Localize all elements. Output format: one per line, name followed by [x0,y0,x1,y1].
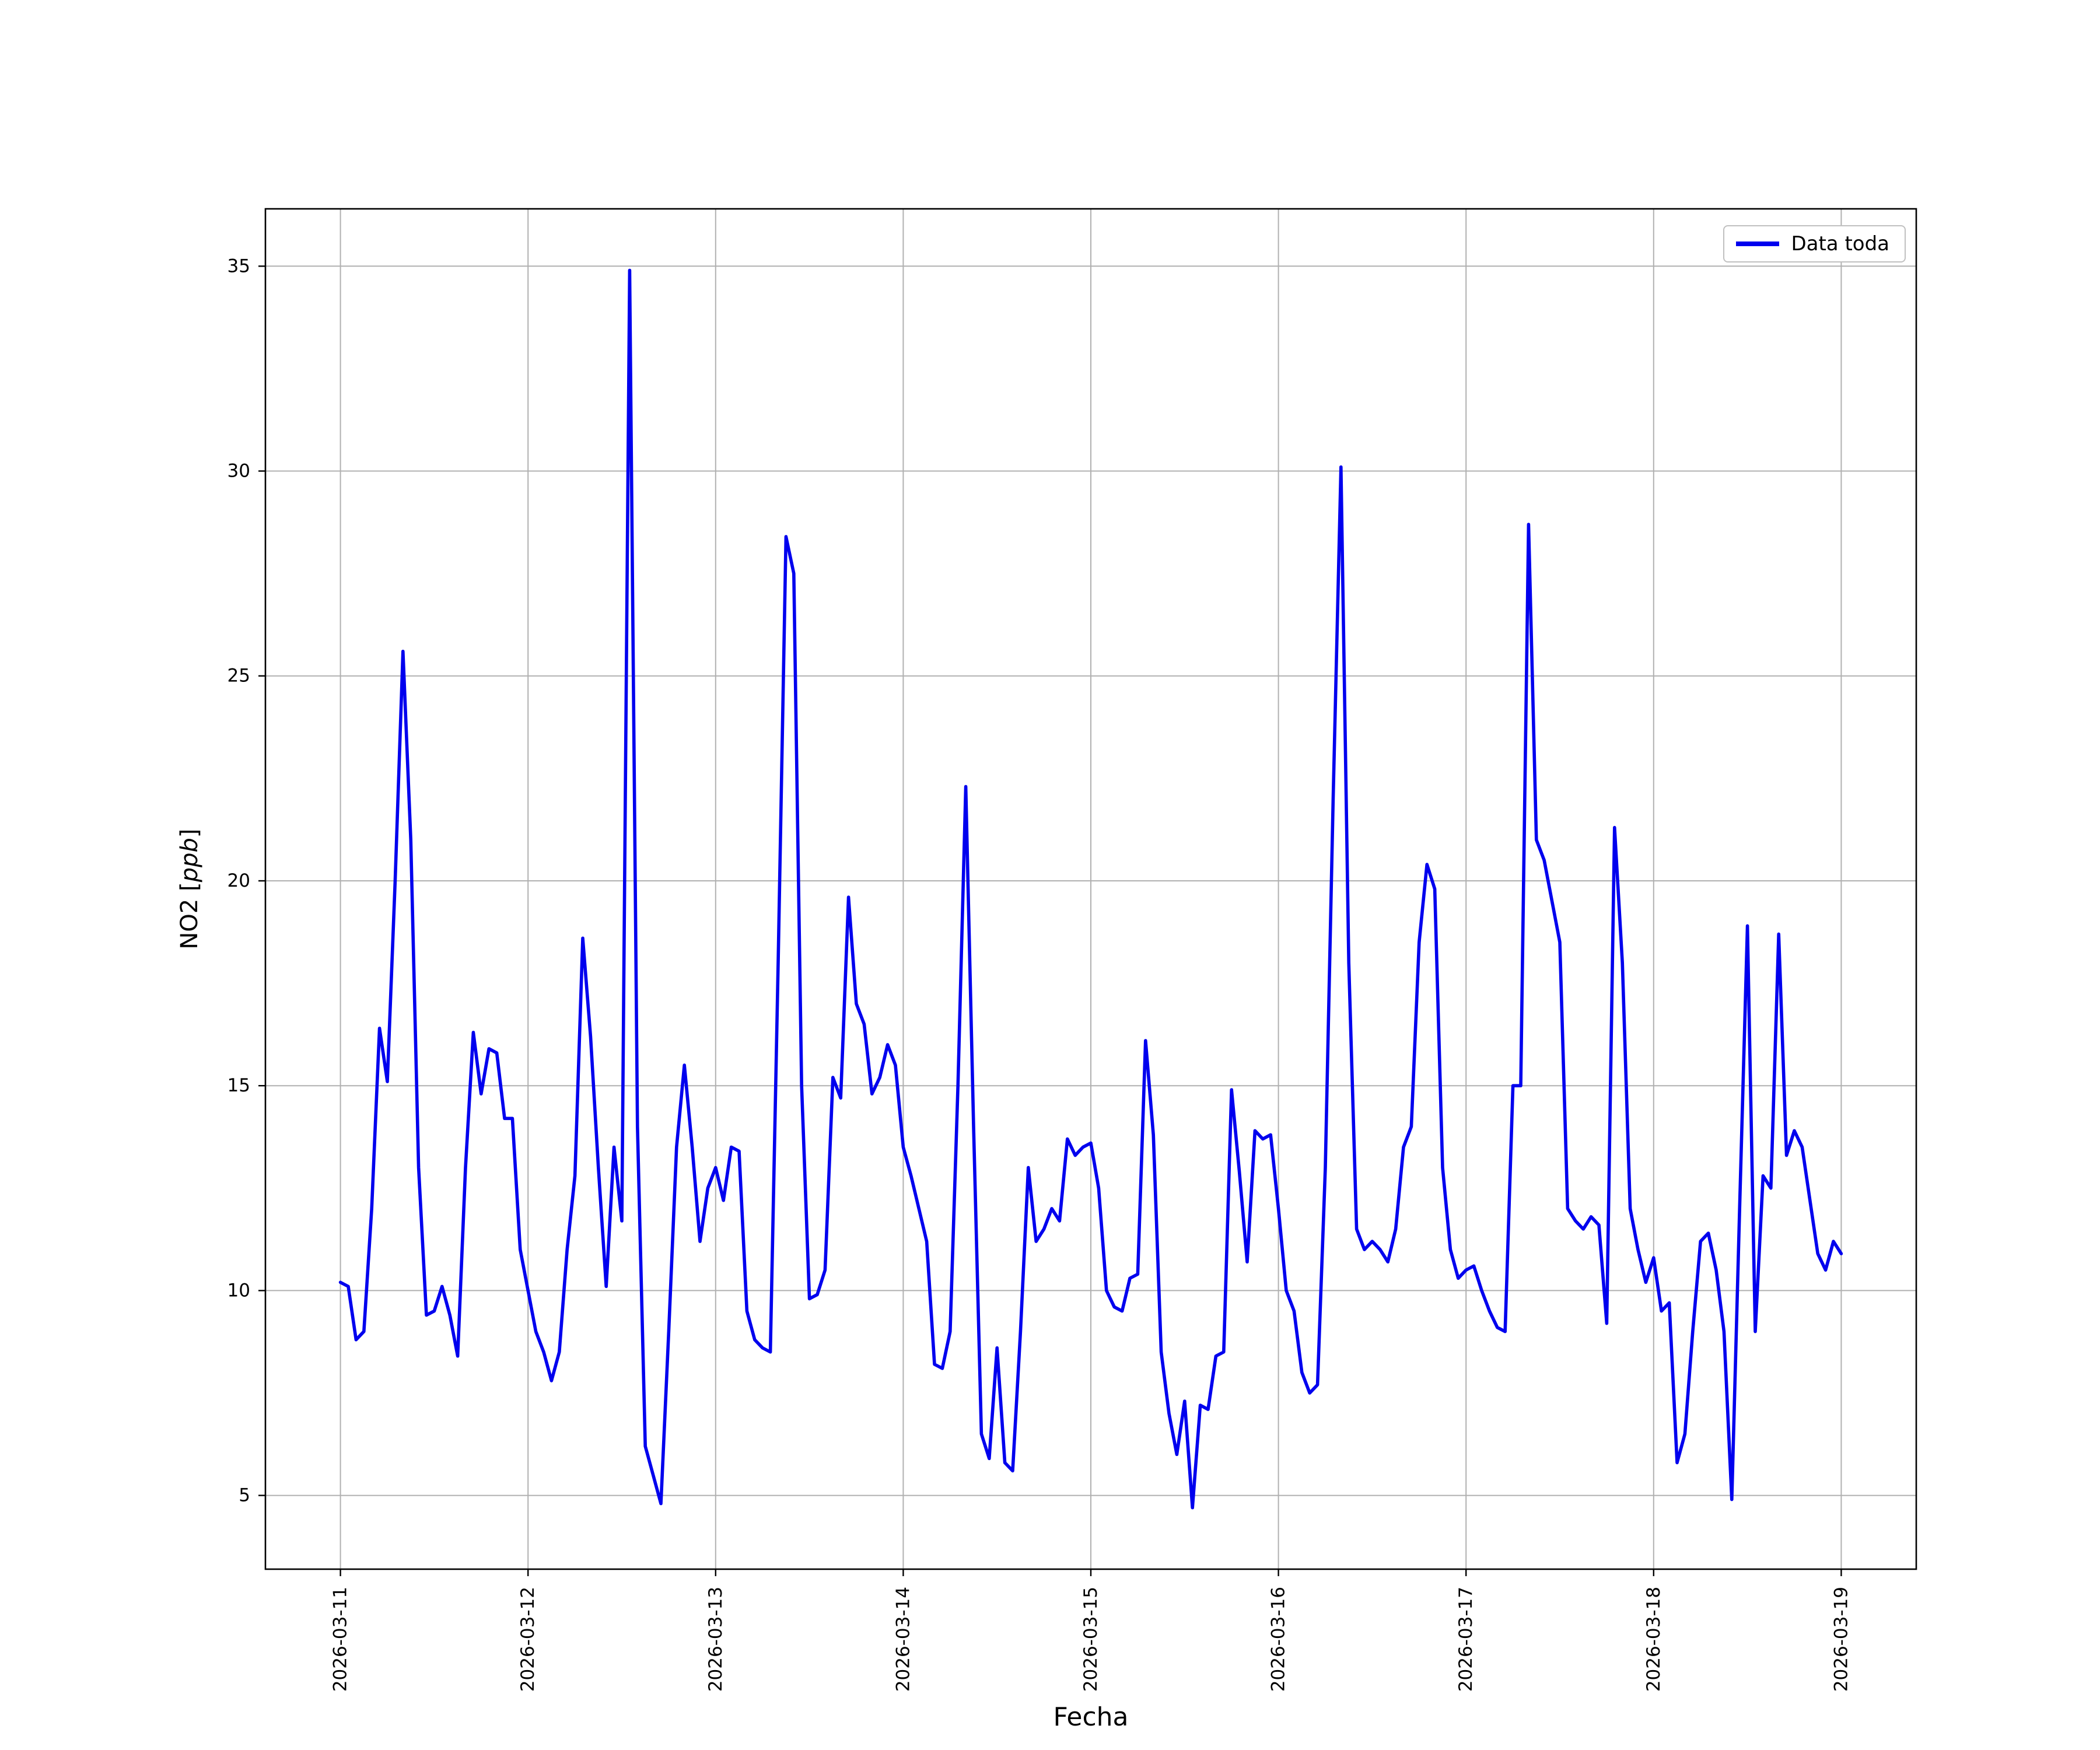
y-tick-label: 30 [228,461,250,482]
x-tick-label: 2026-03-18 [1643,1587,1664,1692]
y-axis-label-suffix: ] [176,828,203,838]
x-tick-label: 2026-03-14 [892,1587,914,1692]
x-tick-label: 2026-03-13 [705,1587,726,1692]
y-tick-label: 25 [228,666,250,687]
x-tick-label: 2026-03-19 [1831,1587,1852,1692]
y-tick-label: 5 [239,1485,250,1506]
y-tick-label: 10 [228,1280,250,1301]
x-tick-label: 2026-03-16 [1268,1587,1289,1692]
x-tick-label: 2026-03-12 [517,1587,538,1692]
y-axis-label-prefix: NO2 [ [176,882,203,950]
legend-label: Data toda [1791,232,1889,256]
x-axis-label: Fecha [1053,1702,1129,1732]
legend-line-sample [1736,242,1780,246]
y-tick-label: 35 [228,256,250,276]
no2-series-line [338,268,1843,1510]
legend: Data toda [1723,225,1906,262]
plot-frame [264,208,1917,1570]
x-tick-label: 2026-03-15 [1080,1587,1101,1692]
y-tick-label: 15 [228,1075,250,1096]
y-axis-label-unit: ppb [176,838,203,883]
y-axis-label: NO2 [ppb] [176,306,204,1472]
x-tick-label: 2026-03-17 [1455,1587,1476,1692]
x-tick-label: 2026-03-11 [330,1587,351,1692]
y-tick-label: 20 [228,870,250,891]
